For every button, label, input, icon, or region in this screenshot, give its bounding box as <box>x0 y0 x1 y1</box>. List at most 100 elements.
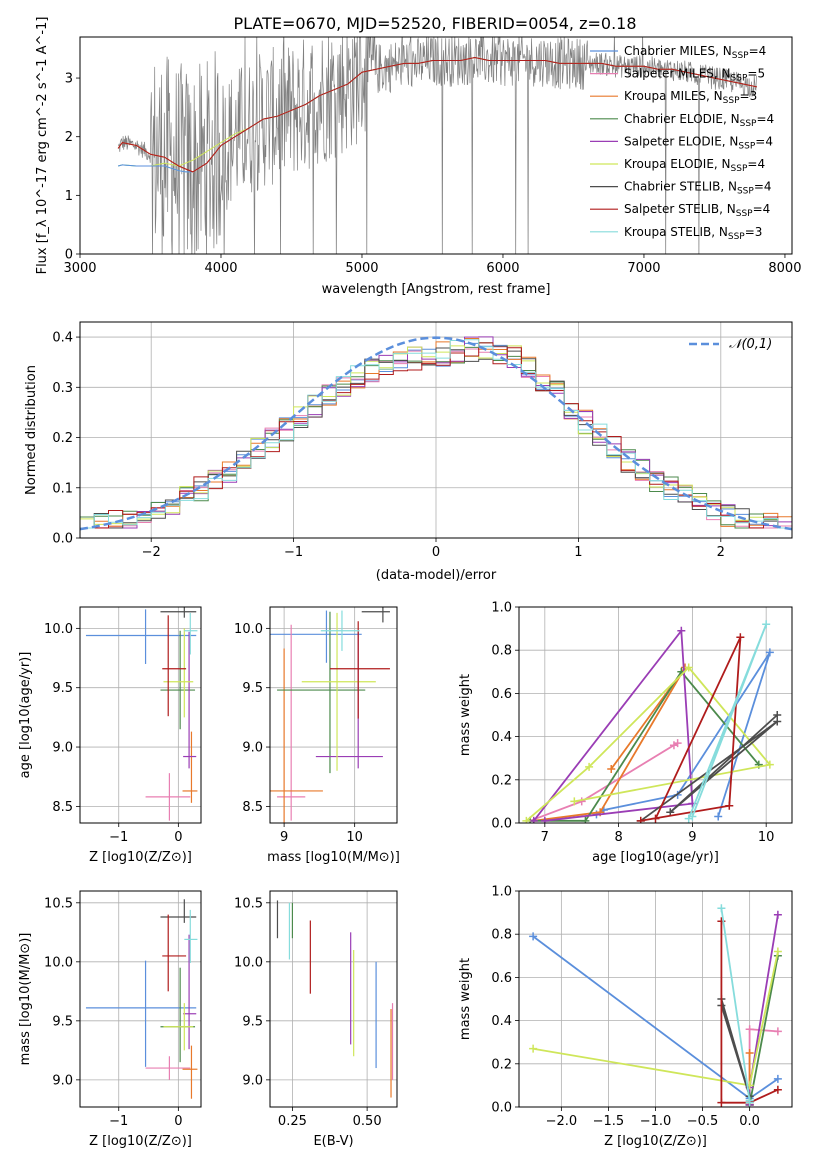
legend-subscript: SSP <box>728 232 745 242</box>
x-tick-label: −2 <box>142 545 161 560</box>
legend-count: =3 <box>745 225 763 239</box>
y-tick-label: 10.0 <box>234 622 263 637</box>
x-axis-label: (data-model)/error <box>376 568 497 583</box>
y-tick-label: 10.0 <box>234 955 263 970</box>
x-tick-label: −2.0 <box>546 1114 578 1129</box>
legend-count: =4 <box>747 157 765 171</box>
y-axis-label: Flux [f_λ 10^-17 erg cm^-2 s^-1 A^-1] <box>35 17 50 275</box>
x-tick-label: 8000 <box>768 261 801 276</box>
y-tick-label: 0.0 <box>491 817 512 832</box>
y-tick-label: 0.2 <box>491 773 512 788</box>
y-tick-label: 0.0 <box>52 532 73 547</box>
y-tick-label: 10.0 <box>44 622 73 637</box>
x-tick-label: 0 <box>432 545 440 560</box>
x-tick-label: 8 <box>614 830 622 845</box>
legend-subscript: SSP <box>731 74 748 84</box>
page-title: PLATE=0670, MJD=52520, FIBERID=0054, z=0… <box>233 14 636 33</box>
x-tick-label: −1 <box>109 1114 128 1129</box>
y-tick-label: 0.2 <box>52 431 73 446</box>
y-tick-label: 9.5 <box>242 681 263 696</box>
y-axis-label: mass weight <box>458 674 473 756</box>
legend-count: =4 <box>756 112 774 126</box>
y-tick-label: 0.8 <box>491 644 512 659</box>
x-tick-label: 7000 <box>627 261 660 276</box>
legend-subscript: SSP <box>736 209 753 219</box>
y-tick-label: 9.5 <box>242 1014 263 1029</box>
y-tick-label: 8.5 <box>242 800 263 815</box>
y-tick-label: 10.5 <box>44 896 73 911</box>
figure-background <box>0 0 819 1170</box>
y-tick-label: 0.6 <box>491 971 512 986</box>
x-tick-label: −0.5 <box>687 1114 719 1129</box>
x-tick-label: 7 <box>541 830 549 845</box>
legend-subscript: SSP <box>740 119 757 129</box>
y-tick-label: 0.4 <box>491 1014 512 1029</box>
legend-label: 𝒩(0,1) <box>729 337 772 352</box>
x-tick-label: 0.0 <box>739 1114 760 1129</box>
x-tick-label: −1.0 <box>640 1114 672 1129</box>
x-tick-label: 0.50 <box>353 1114 382 1129</box>
x-axis-label: Z [log10(Z/Z⊙)] <box>89 850 192 865</box>
y-tick-label: 8.5 <box>52 800 73 815</box>
x-axis-label: mass [log10(M/M⊙)] <box>267 850 400 865</box>
x-tick-label: 4000 <box>204 261 237 276</box>
y-axis-label: Normed distribution <box>24 365 39 495</box>
x-tick-label: 0.25 <box>278 1114 307 1129</box>
y-tick-label: 0 <box>65 248 73 263</box>
y-tick-label: 9.0 <box>52 1073 73 1088</box>
legend-subscript: SSP <box>732 51 749 61</box>
x-tick-label: −1 <box>284 545 303 560</box>
y-tick-label: 0.4 <box>52 331 73 346</box>
legend-count: =4 <box>755 134 773 148</box>
x-tick-label: 9 <box>280 830 288 845</box>
legend-count: =4 <box>753 202 771 216</box>
x-axis-label: age [log10(age/yr)] <box>592 850 719 865</box>
y-tick-label: 0.3 <box>52 381 73 396</box>
y-tick-label: 9.0 <box>242 1073 263 1088</box>
y-axis-label: mass weight <box>458 958 473 1040</box>
y-tick-label: 0.4 <box>491 730 512 745</box>
legend-subscript: SSP <box>737 187 754 197</box>
x-tick-label: 9 <box>688 830 696 845</box>
x-axis-label: Z [log10(Z/Z⊙)] <box>89 1134 192 1149</box>
x-tick-label: −1.5 <box>593 1114 625 1129</box>
legend-count: =3 <box>740 89 758 103</box>
x-axis-label: Z [log10(Z/Z⊙)] <box>604 1134 707 1149</box>
x-tick-label: 0 <box>174 1114 182 1129</box>
y-tick-label: 0.6 <box>491 687 512 702</box>
y-tick-label: 0.8 <box>491 928 512 943</box>
legend-count: =4 <box>754 180 772 194</box>
x-tick-label: 10 <box>758 830 775 845</box>
y-tick-label: 0.2 <box>491 1057 512 1072</box>
x-axis-label: E(B-V) <box>313 1134 353 1149</box>
x-tick-label: 10 <box>346 830 363 845</box>
legend-subscript: SSP <box>731 164 748 174</box>
legend-count: =4 <box>749 44 767 58</box>
y-tick-label: 9.0 <box>242 741 263 756</box>
y-tick-label: 1.0 <box>491 885 512 900</box>
y-tick-label: 10.5 <box>234 896 263 911</box>
x-tick-label: 0 <box>174 830 182 845</box>
y-tick-label: 3 <box>65 72 73 87</box>
y-tick-label: 1 <box>65 189 73 204</box>
y-tick-label: 9.0 <box>52 741 73 756</box>
legend-count: =5 <box>747 67 765 81</box>
legend-subscript: SSP <box>723 96 740 106</box>
x-tick-label: 2 <box>717 545 725 560</box>
x-tick-label: 1 <box>574 545 582 560</box>
x-tick-label: 3000 <box>63 261 96 276</box>
y-tick-label: 0.0 <box>491 1101 512 1116</box>
y-tick-label: 0.1 <box>52 481 73 496</box>
figure: PLATE=0670, MJD=52520, FIBERID=0054, z=0… <box>0 0 819 1170</box>
y-tick-label: 10.0 <box>44 955 73 970</box>
x-axis-label: wavelength [Angstrom, rest frame] <box>322 282 551 297</box>
y-tick-label: 9.5 <box>52 1014 73 1029</box>
y-axis-label: mass [log10(M/M⊙)] <box>18 933 33 1066</box>
y-tick-label: 9.5 <box>52 681 73 696</box>
legend-subscript: SSP <box>738 141 755 151</box>
y-tick-label: 2 <box>65 130 73 145</box>
x-tick-label: −1 <box>109 830 128 845</box>
x-tick-label: 6000 <box>486 261 519 276</box>
y-tick-label: 1.0 <box>491 601 512 616</box>
x-tick-label: 5000 <box>345 261 378 276</box>
